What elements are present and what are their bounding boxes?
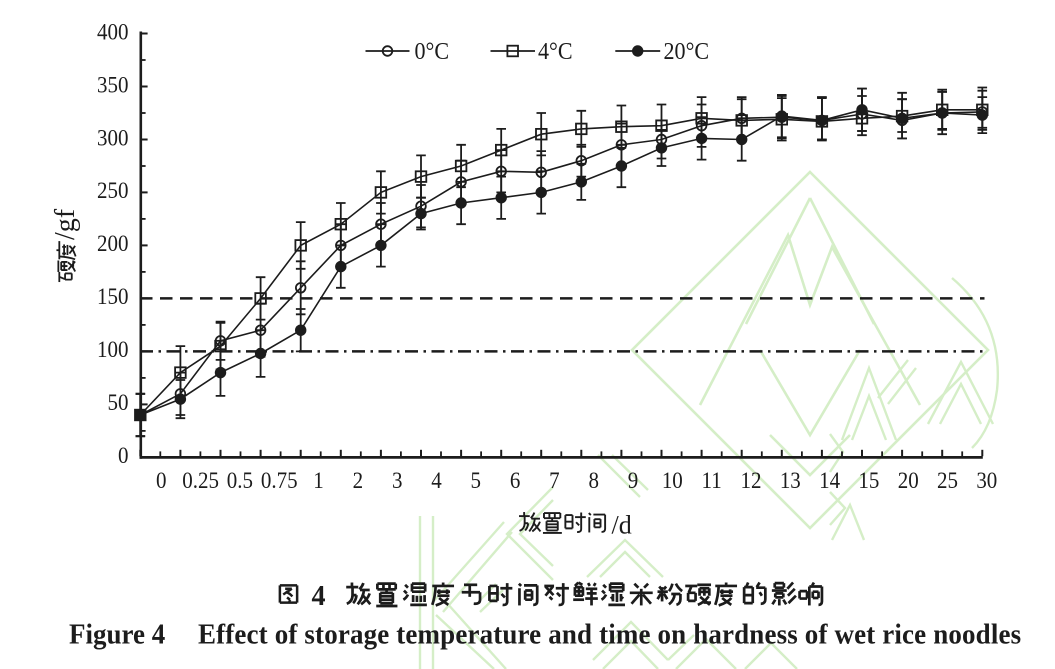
svg-text:0°C: 0°C [415, 37, 450, 64]
svg-text:/gf: /gf [50, 208, 81, 240]
svg-text:150: 150 [97, 283, 128, 309]
svg-text:50: 50 [108, 389, 129, 415]
svg-text:13: 13 [780, 467, 801, 493]
svg-text:Effect of storage temperature: Effect of storage temperature and time o… [198, 618, 1021, 650]
svg-text:8: 8 [588, 467, 599, 493]
svg-text:0: 0 [156, 467, 167, 493]
svg-text:4: 4 [312, 581, 326, 612]
svg-text:20°C: 20°C [664, 37, 710, 64]
svg-text:350: 350 [97, 71, 128, 97]
svg-text:5: 5 [471, 467, 482, 493]
svg-text:0: 0 [118, 442, 129, 468]
svg-text:11: 11 [701, 467, 721, 493]
svg-text:0.75: 0.75 [261, 467, 298, 493]
svg-text:12: 12 [741, 467, 762, 493]
svg-text:100: 100 [97, 336, 128, 362]
svg-text:3: 3 [392, 467, 403, 493]
svg-text:0.25: 0.25 [182, 467, 219, 493]
svg-text:15: 15 [858, 467, 879, 493]
svg-text:9: 9 [628, 467, 639, 493]
svg-text:/d: /d [612, 511, 632, 540]
svg-text:4°C: 4°C [538, 37, 573, 64]
svg-text:14: 14 [819, 467, 840, 493]
svg-text:250: 250 [97, 177, 128, 203]
svg-text:30: 30 [976, 467, 997, 493]
svg-text:2: 2 [353, 467, 364, 493]
svg-text:20: 20 [898, 467, 919, 493]
svg-text:300: 300 [97, 124, 128, 150]
svg-text:4: 4 [431, 467, 442, 493]
svg-text:0.5: 0.5 [227, 467, 253, 493]
svg-text:7: 7 [549, 467, 560, 493]
svg-text:25: 25 [937, 467, 958, 493]
svg-text:10: 10 [662, 467, 683, 493]
svg-text:1: 1 [313, 467, 324, 493]
svg-text:200: 200 [97, 230, 128, 256]
svg-text:400: 400 [97, 18, 128, 44]
svg-text:Figure 4: Figure 4 [69, 618, 165, 650]
svg-text:6: 6 [510, 467, 521, 493]
